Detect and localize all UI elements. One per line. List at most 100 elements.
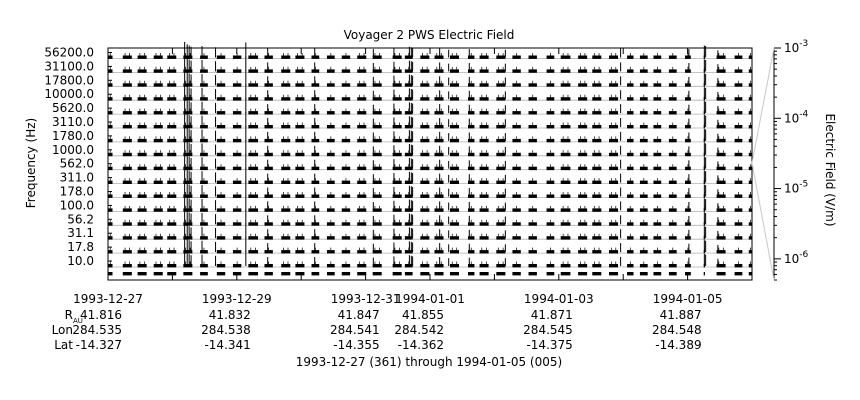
data-segment [183,264,193,268]
data-segment [546,97,555,101]
data-segment [639,250,648,254]
data-segment [248,272,259,276]
data-segment [685,55,691,59]
data-segment [232,222,242,226]
data-segment [122,180,132,184]
data-segment [627,152,634,157]
data-segment [609,69,619,73]
data-segment [137,222,147,226]
data-segment [357,272,367,276]
data-segment [357,264,367,268]
data-segment [528,236,537,240]
data-segment [420,125,430,129]
data-segment [326,180,335,184]
data-layer [108,41,752,276]
data-segment [153,180,163,184]
data-segment [449,152,459,157]
data-segment [546,55,555,59]
data-segment [404,208,413,212]
data-segment [392,222,402,226]
data-segment [546,208,555,212]
data-segment [122,125,132,129]
data-segment [248,250,259,254]
data-segment [578,222,588,226]
data-segment [200,125,208,129]
data-segment [512,69,521,73]
data-segment [496,111,506,115]
data-segment [108,111,113,115]
data-segment [122,138,132,143]
data-segment [496,194,506,198]
ephemeris-value: 284.541 [330,323,380,337]
data-segment [326,55,335,59]
data-segment [653,264,662,268]
data-segment [137,125,147,129]
data-segment [592,236,602,240]
ephemeris-value: -14.355 [333,338,379,352]
data-segment [592,194,602,198]
data-segment [295,264,305,268]
data-segment [311,152,320,157]
data-segment [326,222,335,226]
data-segment [122,250,132,254]
data-segment [734,111,743,115]
data-segment [357,138,367,143]
data-segment [546,125,555,129]
data-segment [248,208,259,212]
data-segment [639,55,648,59]
data-segment [748,97,752,101]
data-segment [668,55,677,59]
ephemeris-value: 284.548 [652,323,702,337]
data-segment [748,222,752,226]
data-segment [748,264,752,268]
ephemeris-label-subscript: AU [73,317,83,325]
data-segment [668,194,677,198]
data-segment [592,69,602,73]
data-segment [609,208,619,212]
data-segment [528,272,537,276]
right-tick-label: 10-4 [784,109,809,125]
data-segment [703,272,705,276]
right-tick-label: 10-6 [784,250,809,266]
data-segment [264,250,273,254]
data-segment [137,69,147,73]
data-segment [528,83,537,87]
y-tick-label: 56.2 [67,212,94,226]
data-segment [281,69,291,73]
data-segment [609,222,619,226]
data-segment [295,180,305,184]
data-segment [546,69,555,73]
data-segment [653,194,662,198]
data-segment [200,208,208,212]
data-segment [748,83,752,87]
data-segment [653,125,662,129]
data-segment [216,208,226,212]
data-segment [716,69,726,73]
data-segment [512,272,521,276]
data-segment [232,264,242,268]
data-segment [248,138,259,143]
data-segment [609,166,619,171]
frequency-axis: 10.017.831.156.2100.0178.0311.0562.01000… [44,46,112,275]
data-segment [153,125,163,129]
data-segment [639,208,648,212]
data-segment [341,264,351,268]
data-segment [496,222,506,226]
data-segment [372,250,382,254]
data-segment [264,55,273,59]
data-segment [108,69,113,73]
data-segment [528,152,537,157]
data-segment [434,264,444,268]
data-segment [434,250,444,254]
y-tick-label: 10000.0 [44,87,94,101]
data-segment [248,55,259,59]
data-segment [496,97,506,101]
data-segment [734,272,743,276]
data-segment [372,125,382,129]
data-segment [609,55,619,59]
data-segment [248,83,259,87]
ephemeris-value: -14.375 [526,338,572,352]
data-segment [546,194,555,198]
data-segment [216,97,226,101]
data-segment [434,125,444,129]
